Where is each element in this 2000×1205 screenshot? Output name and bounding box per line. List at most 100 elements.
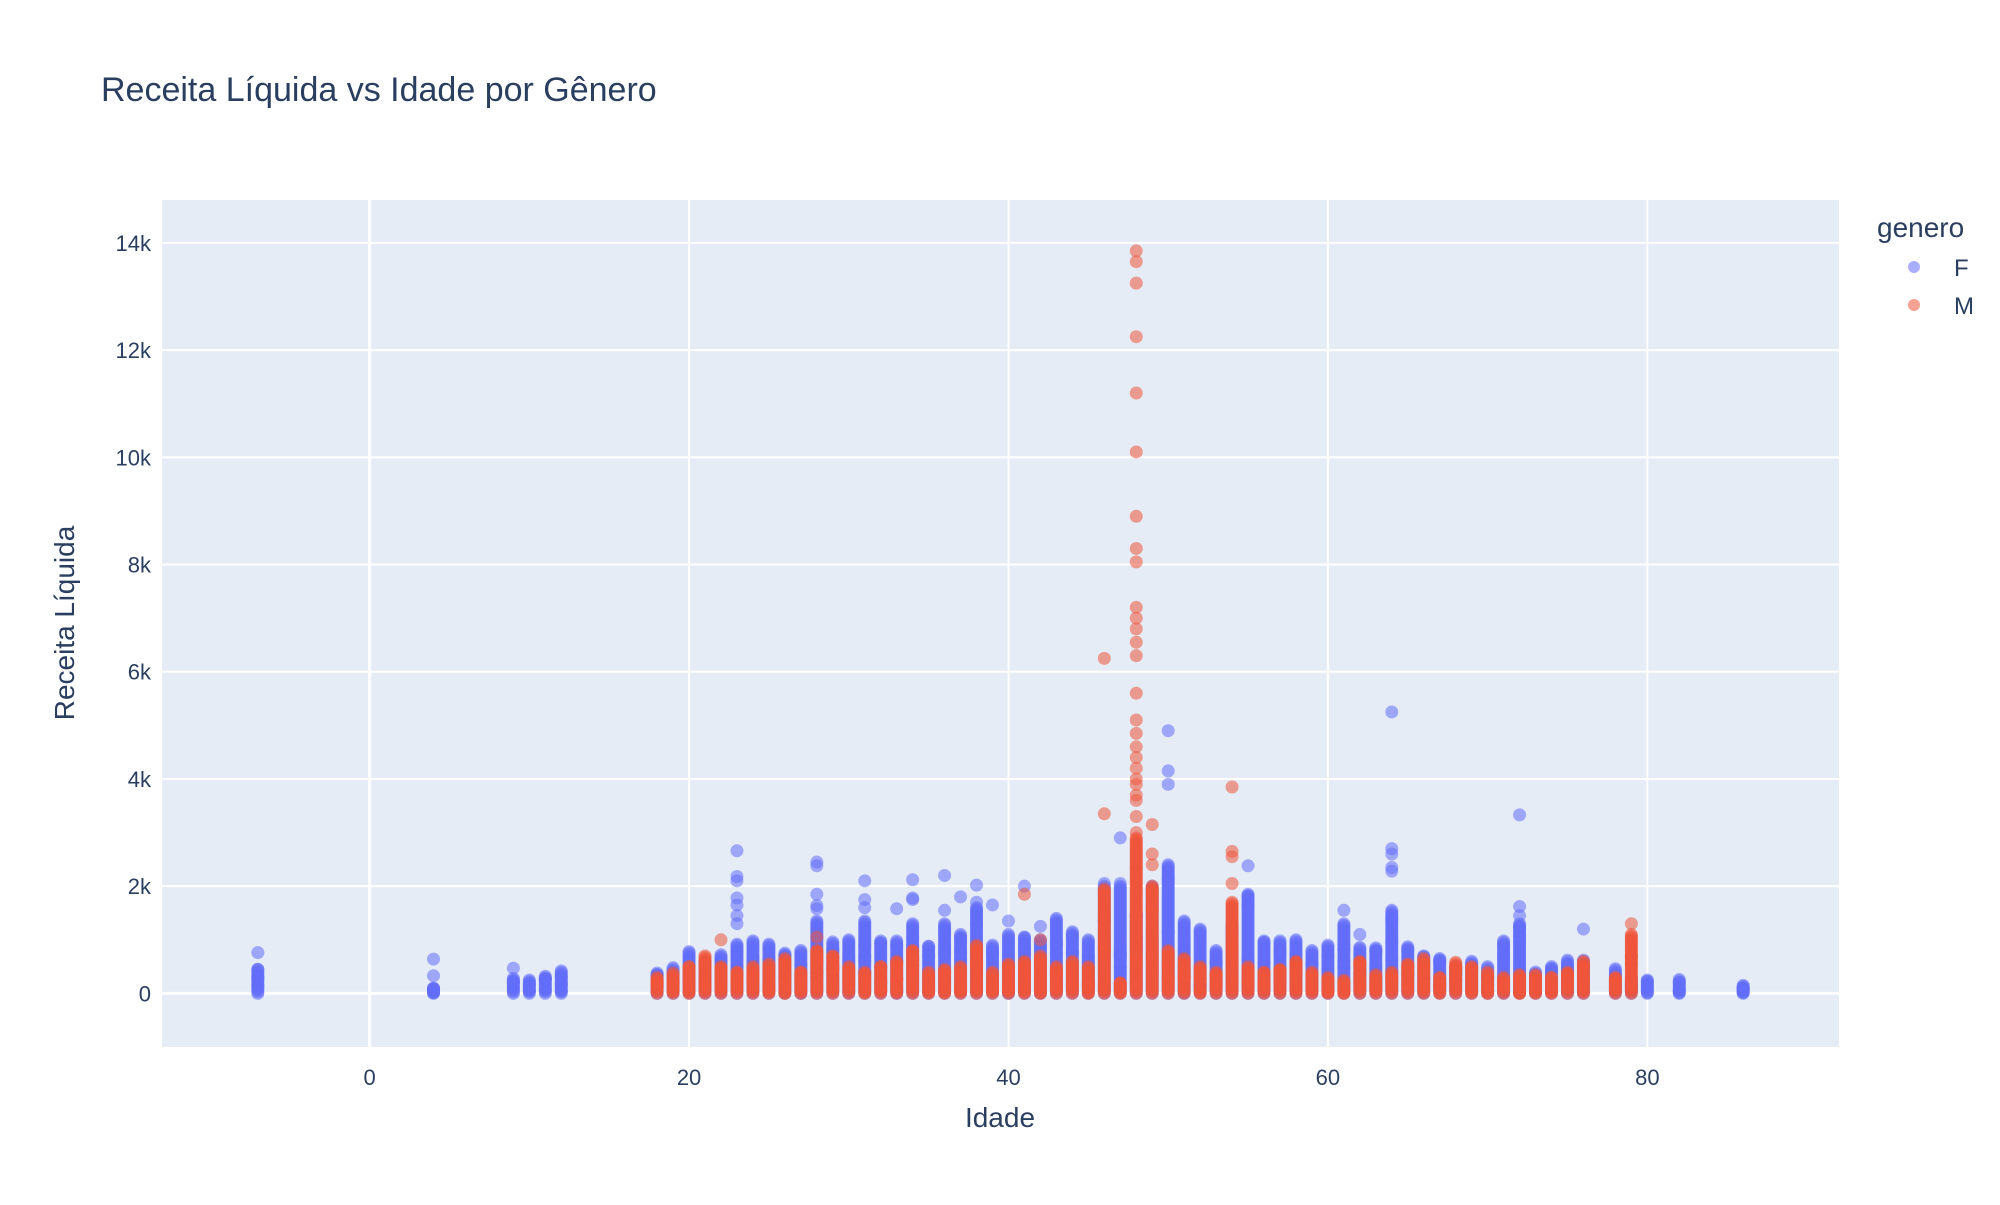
data-point (1113, 951, 1127, 965)
data-point (1129, 244, 1143, 258)
data-point (1241, 976, 1255, 990)
data-point (1145, 902, 1159, 916)
data-point (1513, 936, 1527, 950)
data-point (1337, 961, 1351, 975)
data-point (970, 938, 984, 952)
data-point (1513, 909, 1527, 923)
data-point (1225, 876, 1239, 890)
data-point (1065, 979, 1079, 993)
data-point (522, 983, 536, 997)
data-point (1417, 977, 1431, 991)
data-point (1049, 911, 1063, 925)
data-point (1097, 651, 1111, 665)
data-point (1545, 971, 1559, 985)
data-point (1401, 977, 1415, 991)
data-point (1481, 984, 1495, 998)
data-point (1225, 780, 1239, 794)
data-point (778, 986, 792, 1000)
data-point (682, 945, 696, 959)
legend-label-f: F (1954, 255, 1969, 282)
data-point (810, 914, 824, 928)
data-point (1033, 919, 1047, 933)
data-point (762, 937, 776, 951)
data-point (650, 976, 664, 990)
data-points (251, 244, 1750, 1000)
data-point (874, 936, 888, 950)
data-point (1576, 984, 1590, 998)
data-point (1385, 860, 1399, 874)
data-point (1097, 942, 1111, 956)
data-point (1241, 899, 1255, 913)
data-point (1129, 600, 1143, 614)
data-point (746, 934, 760, 948)
data-point (1417, 965, 1431, 979)
data-point (1065, 961, 1079, 975)
data-point (1209, 944, 1223, 958)
data-point (858, 986, 872, 1000)
data-point (730, 891, 744, 905)
data-point (1129, 649, 1143, 663)
data-point (826, 961, 840, 975)
data-point (1624, 927, 1638, 941)
data-point (1608, 981, 1622, 995)
data-point (970, 878, 984, 892)
legend-label-m: M (1954, 293, 1974, 320)
data-point (1177, 952, 1191, 966)
data-point (938, 926, 952, 940)
y-tick-label: 0 (139, 981, 151, 1006)
data-point (1257, 956, 1271, 970)
data-point (1001, 961, 1015, 975)
data-point (1129, 635, 1143, 649)
legend-item-m[interactable]: M (1908, 293, 1974, 320)
data-point (427, 969, 441, 983)
data-point (1385, 842, 1399, 856)
data-point (842, 933, 856, 947)
data-point (1081, 976, 1095, 990)
data-point (1145, 883, 1159, 897)
data-point (858, 972, 872, 986)
data-point (1161, 764, 1175, 778)
data-point (1401, 943, 1415, 957)
data-point (1081, 933, 1095, 947)
data-point (730, 870, 744, 884)
data-point (810, 898, 824, 912)
data-point (1017, 887, 1031, 901)
data-point (1608, 972, 1622, 986)
data-point (1417, 952, 1431, 966)
data-point (1177, 942, 1191, 956)
data-point (858, 874, 872, 888)
data-point (1209, 976, 1223, 990)
data-point (1001, 914, 1015, 928)
data-point (970, 983, 984, 997)
data-point (746, 967, 760, 981)
legend-item-f[interactable]: F (1908, 255, 1969, 282)
data-point (1161, 724, 1175, 738)
data-point (1129, 951, 1143, 965)
data-point (1001, 983, 1015, 997)
data-point (1129, 509, 1143, 523)
data-point (1433, 953, 1447, 967)
y-tick-label: 4k (128, 767, 152, 792)
legend-marker-f (1908, 261, 1920, 273)
data-point (730, 952, 744, 966)
data-point (1033, 933, 1047, 947)
data-point (1129, 809, 1143, 823)
data-point (938, 939, 952, 953)
data-point (954, 969, 968, 983)
data-point (778, 975, 792, 989)
data-point (986, 965, 1000, 979)
data-point (746, 950, 760, 964)
data-point (1321, 984, 1335, 998)
data-point (1369, 979, 1383, 993)
data-point (1305, 984, 1319, 998)
data-point (970, 955, 984, 969)
data-point (1353, 940, 1367, 954)
data-point (1097, 882, 1111, 896)
data-point (1353, 956, 1367, 970)
data-point (906, 873, 920, 887)
data-point (730, 844, 744, 858)
data-point (1177, 914, 1191, 928)
data-point (714, 961, 728, 975)
data-point (1129, 726, 1143, 740)
